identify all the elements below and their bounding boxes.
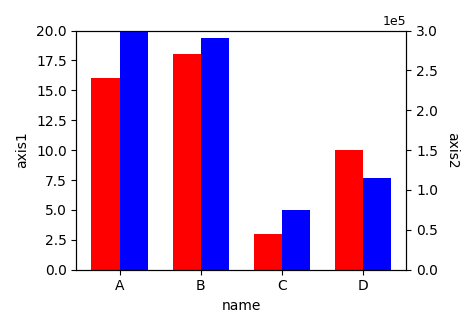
Bar bbox=[201, 38, 229, 270]
Bar bbox=[120, 31, 148, 270]
Bar bbox=[254, 234, 282, 270]
Text: 1e5: 1e5 bbox=[383, 15, 406, 28]
Bar bbox=[335, 150, 363, 270]
Y-axis label: axis2: axis2 bbox=[445, 132, 459, 169]
Y-axis label: axis1: axis1 bbox=[15, 132, 29, 169]
X-axis label: name: name bbox=[222, 299, 261, 313]
Bar bbox=[282, 210, 310, 270]
Bar bbox=[173, 54, 201, 270]
Bar bbox=[91, 78, 120, 270]
Bar bbox=[363, 178, 392, 270]
